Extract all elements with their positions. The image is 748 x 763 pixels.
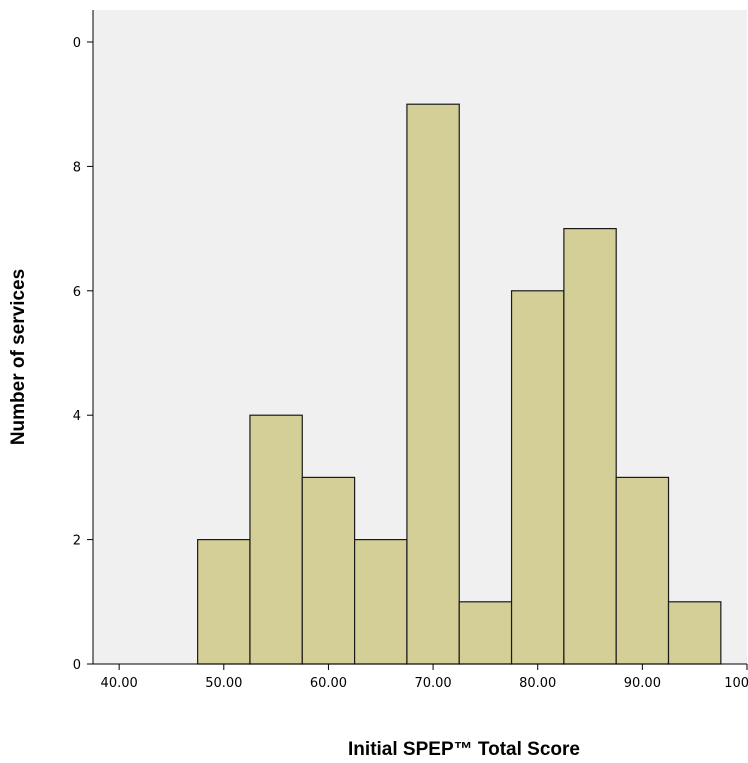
histogram-bar-4 (406, 103, 460, 665)
histogram-bar-9 (667, 601, 722, 665)
histogram-bar-0 (197, 538, 251, 665)
x-tick-label-5: 90.00 (624, 676, 661, 691)
y-tick-label-4: 8 (73, 160, 81, 175)
axes-group: 0 2 4 6 8 0 40.00 50.00 60.00 70.00 80.00 90.00 100.… (73, 10, 748, 691)
y-tick-label-2: 4 (73, 409, 81, 424)
histogram-bar-3 (354, 538, 408, 665)
y-tick-label-0: 0 (73, 658, 81, 673)
x-tick-label-0: 40.00 (101, 676, 138, 691)
x-tick-label-2: 60.00 (310, 676, 347, 691)
histogram-bar-6 (510, 290, 565, 665)
x-tick-label-1: 50.00 (205, 676, 242, 691)
x-axis-title: Initial SPEP™ Total Score (348, 739, 580, 760)
histogram-bar-2 (301, 476, 356, 665)
y-axis-title: Number of services (8, 269, 29, 445)
x-tick-label-6: 100.00 (724, 676, 748, 691)
y-tick-label-5: 0 (73, 36, 81, 51)
bars-group (197, 103, 722, 665)
histogram-bar-8 (615, 476, 670, 665)
y-tick-label-1: 2 (73, 534, 81, 549)
y-tick-label-3: 6 (73, 285, 81, 300)
x-tick-label-3: 70.00 (414, 676, 451, 691)
histogram-bar-7 (563, 228, 617, 665)
histogram-bar-1 (249, 414, 303, 665)
histogram-bar-5 (458, 601, 513, 665)
x-tick-label-4: 80.00 (519, 676, 556, 691)
